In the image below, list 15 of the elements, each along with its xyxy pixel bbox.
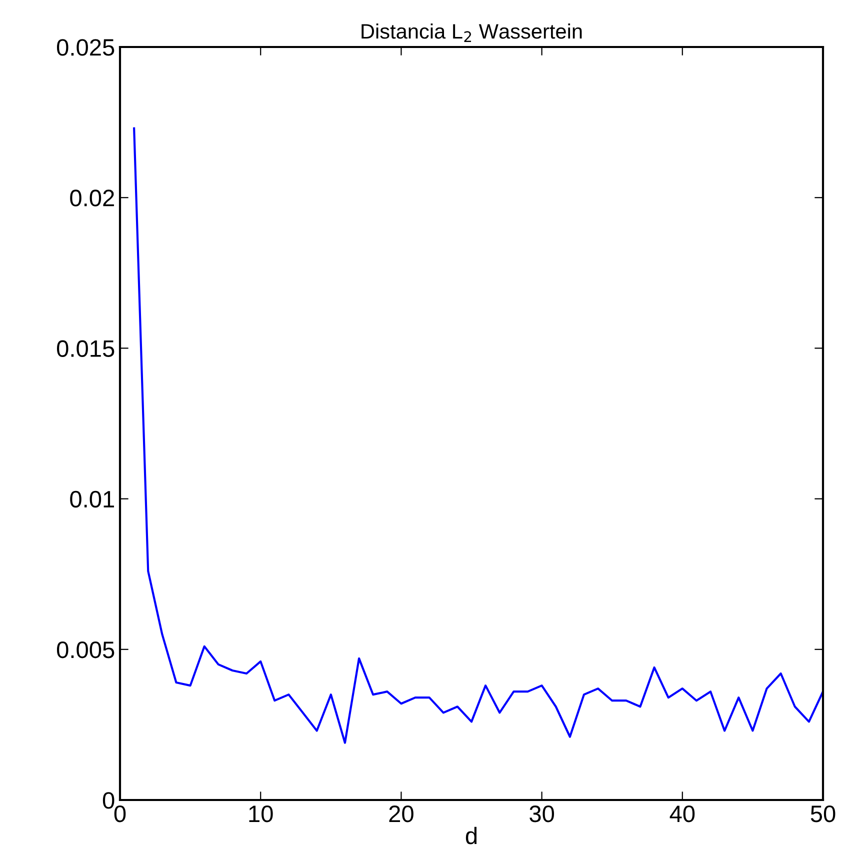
x-axis-title: d (466, 826, 477, 844)
y-tick-label: 0.005 (56, 641, 114, 658)
line-series (133, 127, 823, 744)
x-tick-label: 10 (249, 805, 273, 822)
y-tick-label: 0.015 (56, 340, 114, 357)
y-tick-label: 0 (102, 792, 114, 809)
x-tick-label: 50 (810, 805, 836, 822)
x-tick-label: 20 (389, 805, 414, 822)
x-tick-label: 40 (670, 805, 695, 822)
chart-title: Distancia L$_{2}$ Wassertein (362, 23, 582, 42)
y-tick-label: 0.01 (70, 490, 114, 508)
x-tick-label: 30 (530, 805, 554, 822)
y-tick-label: 0.025 (56, 39, 114, 56)
y-tick-label: 0.02 (70, 190, 114, 206)
x-tick-label: 0 (114, 805, 126, 822)
